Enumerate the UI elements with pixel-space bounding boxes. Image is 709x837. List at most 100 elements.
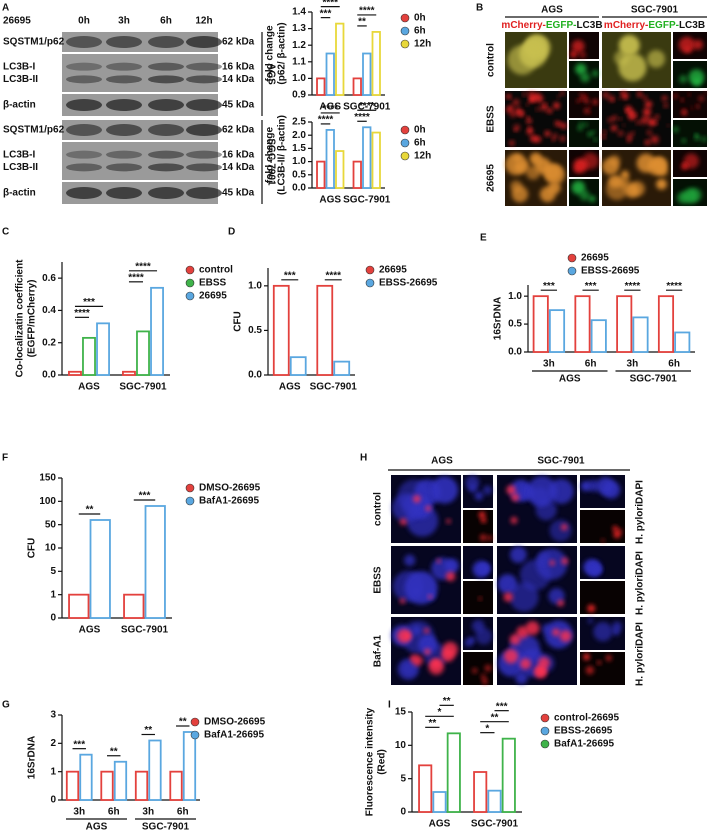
y-axis-label: Fluorescence intensity — [365, 707, 376, 816]
cell-line-label: AGS — [265, 63, 276, 85]
group-label: SGC-7901 — [142, 822, 190, 833]
micrograph-signal — [528, 91, 534, 97]
micrograph-signal — [693, 39, 704, 50]
micrograph-signal — [413, 495, 421, 503]
significance-label: **** — [318, 115, 334, 126]
micrograph-signal — [608, 174, 622, 188]
blot-kda: 16 kDa — [222, 61, 255, 72]
channel-part: EGFP- — [546, 20, 577, 31]
legend-marker — [400, 138, 410, 148]
micrograph-signal — [584, 108, 590, 114]
y-tick-label: 0.0 — [292, 183, 306, 194]
blot-band — [186, 124, 222, 136]
micrograph-signal — [480, 517, 487, 523]
micrograph-signal — [544, 130, 551, 137]
y-tick-label: 2 — [50, 738, 56, 749]
bar — [674, 331, 691, 353]
micrograph-signal — [587, 131, 593, 137]
y-tick-label: 0.4 — [42, 305, 56, 316]
bar — [352, 160, 362, 189]
stain-label: H. pylori — [635, 646, 646, 686]
legend-label: DMSO-26695 — [199, 483, 261, 494]
micrograph-signal — [571, 180, 586, 195]
bar — [362, 126, 372, 189]
bar — [289, 356, 307, 376]
x-tick-label: SGC-7901 — [119, 382, 167, 393]
micrograph-signal — [589, 195, 596, 203]
legend-marker — [185, 278, 195, 288]
micrograph-signal — [571, 39, 585, 53]
micrograph-signal — [626, 132, 634, 140]
micrograph-signal — [559, 136, 566, 142]
blot-band — [66, 163, 102, 172]
bar — [68, 370, 82, 376]
micrograph-signal — [507, 105, 514, 111]
y-tick-label: 0.9 — [292, 90, 306, 101]
micrograph-signal — [404, 554, 416, 566]
y-axis-label: fold change — [265, 127, 276, 184]
micrograph-signal — [650, 135, 659, 144]
micrograph-signal — [551, 138, 555, 142]
micrograph — [673, 120, 707, 147]
legend-marker — [400, 125, 410, 135]
group-label: SGC-7901 — [630, 374, 678, 385]
blot-band — [106, 62, 142, 71]
legend-marker — [185, 265, 195, 275]
micrograph-signal — [622, 123, 626, 127]
blot-strip — [62, 142, 218, 180]
y-axis-label: (EGFP/mCherry) — [27, 280, 38, 358]
bar — [182, 731, 197, 801]
legend-marker — [190, 717, 200, 727]
bar — [616, 295, 633, 353]
micrograph-signal — [570, 50, 578, 58]
x-tick-label: SGC-7901 — [121, 625, 169, 636]
x-tick-label: SGC-7901 — [343, 102, 391, 113]
row-label: EBSS — [486, 105, 497, 133]
bar — [548, 309, 566, 353]
micrograph-signal — [579, 51, 586, 59]
significance-label: *** — [585, 281, 597, 292]
significance-label: ** — [443, 696, 451, 707]
significance-label: ** — [110, 746, 118, 757]
panel-letter: D — [228, 227, 235, 238]
significance-label: ** — [179, 717, 187, 728]
y-tick-label: 100 — [39, 496, 56, 507]
x-tick-label: 3h — [142, 807, 154, 818]
micrograph-signal — [557, 599, 565, 607]
micrograph-signal — [423, 628, 430, 634]
x-tick-label: AGS — [319, 102, 341, 113]
y-tick-label: 1.2 — [292, 40, 306, 51]
micrograph-signal — [551, 133, 558, 140]
micrograph-signal — [600, 538, 605, 543]
micrograph-signal — [557, 95, 560, 99]
significance-label: ** — [86, 505, 94, 516]
blot-band — [148, 163, 184, 172]
micrograph-signal — [577, 125, 583, 131]
micrograph-signal — [589, 112, 592, 115]
y-tick-label: 10 — [45, 543, 57, 554]
channel-label: mCherry-EGFP-LC3B — [501, 20, 602, 31]
micrograph-signal — [593, 138, 597, 142]
blot-kda: 62 kDa — [222, 125, 255, 136]
bar — [79, 753, 93, 801]
y-tick-label: 2.0 — [292, 130, 306, 141]
y-tick-label: 0.5 — [508, 319, 522, 330]
micrograph-signal — [425, 505, 432, 512]
y-tick-label: 3 — [50, 710, 56, 721]
legend-label: BafA1-26695 — [204, 730, 264, 741]
bar — [335, 150, 345, 189]
blot-row-label: β-actin — [3, 188, 36, 199]
bar — [169, 770, 183, 801]
significance-label: ** — [144, 725, 152, 736]
micrograph-signal — [580, 480, 592, 492]
micrograph-signal — [510, 516, 518, 524]
panel-letter: F — [2, 453, 8, 464]
lane-label: 12h — [195, 16, 212, 27]
y-tick-label: 0 — [50, 613, 56, 624]
micrograph-signal — [543, 163, 562, 182]
micrograph-signal — [482, 678, 488, 685]
x-tick-label: SGC-7901 — [471, 819, 519, 830]
micrograph-signal — [673, 126, 679, 133]
lane-label: 6h — [160, 16, 172, 27]
micrograph-signal — [618, 130, 624, 136]
